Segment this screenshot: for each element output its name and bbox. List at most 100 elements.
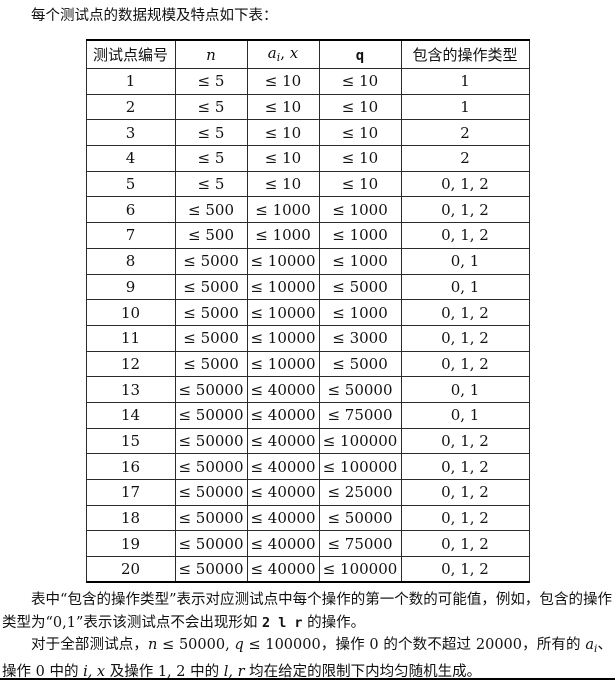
cell-testcase-id: 1 bbox=[85, 68, 176, 95]
cell-testcase-id: 9 bbox=[85, 273, 176, 301]
cell-q: ≤ 50000 bbox=[318, 504, 402, 532]
cell-op-types: 0, 1 bbox=[400, 247, 530, 275]
cell-op-types: 0, 1, 2 bbox=[400, 530, 530, 558]
text-segment: 、操作 0 中的 bbox=[2, 637, 612, 680]
table-header-row: 测试点编号 n ai, x q 包含的操作类型 bbox=[85, 39, 530, 69]
cell-n: ≤ 5000 bbox=[174, 324, 248, 352]
cell-op-types: 0, 1, 2 bbox=[400, 453, 530, 480]
table-row: 13 ≤ 50000 ≤ 40000 ≤ 50000 0, 1 bbox=[85, 376, 530, 403]
text-segment: 测试点编号 bbox=[92, 46, 168, 64]
cell-ai-x: ≤ 10000 bbox=[246, 299, 320, 326]
text-segment: x bbox=[284, 44, 299, 63]
text-segment: 对于全部测试点， bbox=[31, 637, 148, 654]
cell-n: ≤ 5000 bbox=[174, 350, 248, 378]
cell-q: ≤ 5000 bbox=[318, 273, 402, 301]
cell-testcase-id: 20 bbox=[85, 556, 176, 584]
cell-testcase-id: 4 bbox=[85, 145, 176, 172]
table-row: 19 ≤ 50000 ≤ 40000 ≤ 75000 0, 1, 2 bbox=[85, 530, 530, 558]
cell-testcase-id: 8 bbox=[85, 247, 176, 275]
cell-op-types: 0, 1 bbox=[400, 273, 530, 301]
cell-n: ≤ 5 bbox=[174, 170, 248, 198]
cell-op-types: 0, 1, 2 bbox=[400, 299, 530, 326]
cell-n: ≤ 5 bbox=[174, 119, 248, 147]
cell-n: ≤ 50000 bbox=[174, 427, 248, 455]
table-row: 3 ≤ 5 ≤ 10 ≤ 10 2 bbox=[85, 119, 530, 147]
cell-n: ≤ 50000 bbox=[174, 556, 248, 584]
table-row: 5 ≤ 5 ≤ 10 ≤ 10 0, 1, 2 bbox=[85, 170, 530, 198]
cell-q: ≤ 1000 bbox=[318, 222, 402, 249]
cell-op-types: 0, 1, 2 bbox=[400, 504, 530, 532]
cell-q: ≤ 100000 bbox=[318, 556, 402, 584]
cell-ai-x: ≤ 40000 bbox=[246, 530, 320, 558]
table-row: 17 ≤ 50000 ≤ 40000 ≤ 25000 0, 1, 2 bbox=[85, 479, 530, 506]
text-segment: n bbox=[148, 637, 158, 654]
table-row: 4 ≤ 5 ≤ 10 ≤ 10 2 bbox=[85, 145, 530, 172]
cell-q: ≤ 1000 bbox=[318, 247, 402, 275]
cell-op-types: 0, 1, 2 bbox=[400, 170, 530, 198]
cell-testcase-id: 5 bbox=[85, 170, 176, 198]
text-segment: ，操作 0 的个数不超过 20000，所有的 bbox=[320, 637, 586, 654]
cell-q: ≤ 10 bbox=[318, 119, 402, 147]
cell-testcase-id: 16 bbox=[85, 453, 176, 480]
cell-n: ≤ 50000 bbox=[174, 376, 248, 403]
note-paragraph-global-limits: 对于全部测试点，n ≤ 50000, q ≤ 100000，操作 0 的个数不超… bbox=[2, 634, 612, 683]
col-header-testcase-id: 测试点编号 bbox=[85, 39, 176, 69]
cell-ai-x: ≤ 40000 bbox=[246, 479, 320, 506]
cell-n: ≤ 5 bbox=[174, 93, 248, 121]
cell-testcase-id: 18 bbox=[85, 504, 176, 532]
table-body: 1 ≤ 5 ≤ 10 ≤ 10 1 2 ≤ 5 ≤ 10 ≤ 10 1 3 ≤ 5 ≤ 10 ≤ 10 2 4… bbox=[85, 68, 530, 584]
cell-q: ≤ 25000 bbox=[318, 479, 402, 506]
cell-n: ≤ 500 bbox=[174, 222, 248, 249]
table-row: 9 ≤ 5000 ≤ 10000 ≤ 5000 0, 1 bbox=[85, 273, 530, 301]
cell-ai-x: ≤ 10 bbox=[246, 170, 320, 198]
table-row: 14 ≤ 50000 ≤ 40000 ≤ 75000 0, 1 bbox=[85, 401, 530, 429]
table-row: 10 ≤ 5000 ≤ 10000 ≤ 1000 0, 1, 2 bbox=[85, 299, 530, 326]
cell-ai-x: ≤ 10000 bbox=[246, 324, 320, 352]
cell-q: ≤ 5000 bbox=[318, 350, 402, 378]
cell-op-types: 0, 1, 2 bbox=[400, 324, 530, 352]
cell-q: ≤ 100000 bbox=[318, 453, 402, 480]
cell-n: ≤ 5 bbox=[174, 145, 248, 172]
table-row: 20 ≤ 50000 ≤ 40000 ≤ 100000 0, 1, 2 bbox=[85, 556, 530, 584]
table-row: 6 ≤ 500 ≤ 1000 ≤ 1000 0, 1, 2 bbox=[85, 196, 530, 224]
table-row: 11 ≤ 5000 ≤ 10000 ≤ 3000 0, 1, 2 bbox=[85, 324, 530, 352]
text-segment: 2 l r bbox=[262, 614, 303, 631]
cell-op-types: 2 bbox=[400, 119, 530, 147]
cell-op-types: 0, 1, 2 bbox=[400, 222, 530, 249]
text-segment: 均在给定的限制下内均匀随机生成。 bbox=[244, 663, 482, 680]
cell-q: ≤ 1000 bbox=[318, 299, 402, 326]
cell-testcase-id: 10 bbox=[85, 299, 176, 326]
intro-text: 每个测试点的数据规模及特点如下表： bbox=[31, 8, 278, 24]
table-row: 7 ≤ 500 ≤ 1000 ≤ 1000 0, 1, 2 bbox=[85, 222, 530, 249]
col-header-op-types: 包含的操作类型 bbox=[400, 39, 530, 69]
table-row: 12 ≤ 5000 ≤ 10000 ≤ 5000 0, 1, 2 bbox=[85, 350, 530, 378]
cell-q: ≤ 10 bbox=[318, 145, 402, 172]
note-paragraph-op-types: 表中“包含的操作类型”表示对应测试点中每个操作的第一个数的可能值，例如，包含的操… bbox=[2, 589, 612, 634]
cell-q: ≤ 75000 bbox=[318, 401, 402, 429]
cell-q: ≤ 100000 bbox=[318, 427, 402, 455]
cell-n: ≤ 50000 bbox=[174, 530, 248, 558]
table-row: 16 ≤ 50000 ≤ 40000 ≤ 100000 0, 1, 2 bbox=[85, 453, 530, 480]
cell-testcase-id: 15 bbox=[85, 427, 176, 455]
col-header-q: q bbox=[318, 39, 402, 69]
cell-n: ≤ 50000 bbox=[174, 479, 248, 506]
cell-ai-x: ≤ 40000 bbox=[246, 427, 320, 455]
cell-op-types: 1 bbox=[400, 93, 530, 121]
cell-ai-x: ≤ 10 bbox=[246, 68, 320, 95]
text-segment: ≤ 100000 bbox=[243, 637, 321, 654]
text-segment: , bbox=[280, 44, 285, 63]
cell-ai-x: ≤ 10000 bbox=[246, 350, 320, 378]
cell-ai-x: ≤ 1000 bbox=[246, 222, 320, 249]
cell-ai-x: ≤ 40000 bbox=[246, 376, 320, 403]
cell-n: ≤ 5 bbox=[174, 68, 248, 95]
cell-testcase-id: 17 bbox=[85, 479, 176, 506]
cell-ai-x: ≤ 40000 bbox=[246, 556, 320, 584]
table-row: 15 ≤ 50000 ≤ 40000 ≤ 100000 0, 1, 2 bbox=[85, 427, 530, 455]
cell-testcase-id: 12 bbox=[85, 350, 176, 378]
text-segment: 的操作。 bbox=[302, 614, 366, 631]
cell-ai-x: ≤ 1000 bbox=[246, 196, 320, 224]
cell-ai-x: ≤ 10 bbox=[246, 145, 320, 172]
cell-q: ≤ 50000 bbox=[318, 376, 402, 403]
cell-ai-x: ≤ 10 bbox=[246, 119, 320, 147]
cell-op-types: 0, 1, 2 bbox=[400, 350, 530, 378]
